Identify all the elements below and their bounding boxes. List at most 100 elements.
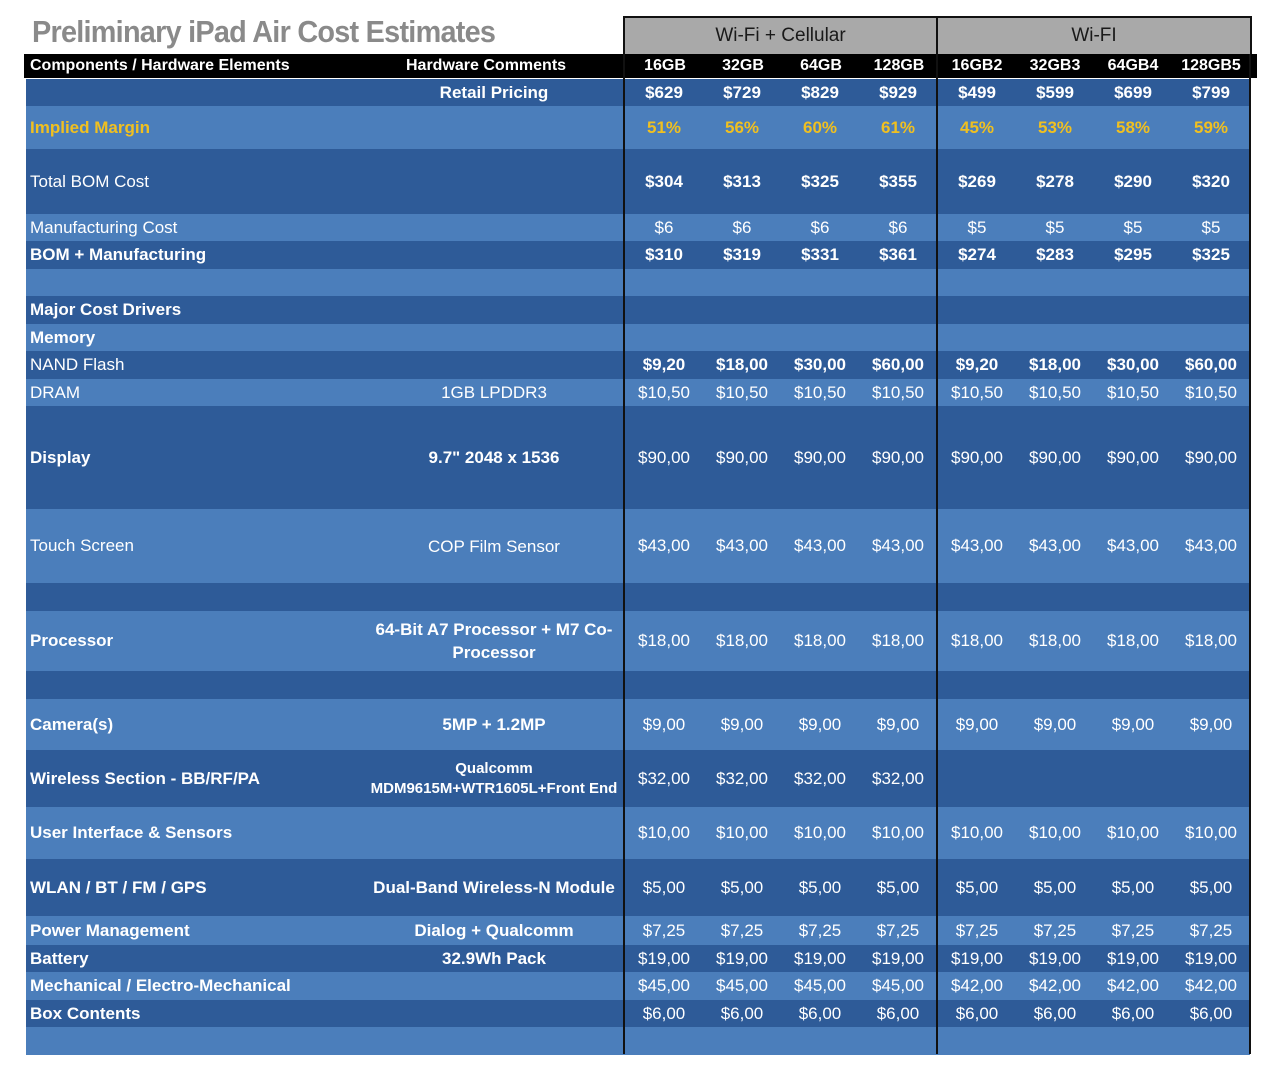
row-value-16gb: $10,00 [638, 823, 690, 842]
row-value-16gb: $6,00 [642, 1003, 686, 1023]
row-value-16gb2: $18,00 [951, 631, 1003, 650]
row-value-16gb2: $5 [967, 217, 987, 237]
table-row: Memory [26, 324, 1250, 351]
row-value-32gb3: $10,00 [1029, 823, 1081, 842]
row-value-64gb4: $7,25 [1111, 920, 1155, 940]
table-row: Wireless Section - BB/RF/PA Qualcomm MDM9… [26, 750, 1250, 807]
row-value-32gb: $32,00 [716, 768, 768, 788]
row-value-128gb: $7,25 [876, 920, 920, 940]
row-value-16gb2: $90,00 [951, 447, 1003, 467]
row-value-32gb: $6 [732, 217, 752, 237]
table-row [26, 269, 1250, 296]
row-value-16gb2: 45% [959, 117, 995, 137]
table-row: Battery 32.9Wh Pack $19,00 $19,00 $19,00 $19,… [26, 945, 1250, 972]
row-value-32gb [703, 296, 781, 324]
row-value-32gb [703, 269, 781, 296]
row-label [30, 79, 370, 106]
row-value-128gb5 [1172, 324, 1250, 351]
table-row: Camera(s) 5MP + 1.2MP $9,00 $9,00 $9,00 $9,00… [26, 699, 1250, 750]
row-value-32gb3 [1016, 296, 1094, 324]
row-value-64gb: $43,00 [794, 536, 846, 555]
header-col-128gb: 128GB [873, 57, 925, 74]
row-value-16gb2: $499 [958, 82, 996, 102]
row-value-64gb: $829 [801, 82, 839, 102]
row-value-16gb2: $43,00 [951, 536, 1003, 555]
row-value-128gb5 [1172, 671, 1250, 699]
row-value-32gb: $18,00 [716, 631, 768, 650]
row-value-64gb4 [1094, 1027, 1172, 1055]
row-value-128gb5: $320 [1192, 171, 1230, 191]
header-col-128gb5: 128GB5 [1181, 57, 1241, 74]
row-value-128gb: $5,00 [876, 877, 920, 897]
row-value-16gb: $304 [645, 171, 683, 191]
row-value-128gb: $929 [879, 82, 917, 102]
row-label: Mechanical / Electro-Mechanical [30, 976, 291, 995]
row-label: Memory [30, 327, 96, 347]
row-value-16gb2: $7,25 [955, 920, 999, 940]
row-value-64gb4: $5,00 [1111, 877, 1155, 897]
row-value-64gb: $32,00 [794, 768, 846, 788]
header-col-64gb: 64GB [800, 57, 842, 74]
row-value-16gb: $9,20 [642, 355, 686, 374]
table-row: Retail Pricing $629 $729 $829 $929 $499 $599 $6… [26, 79, 1250, 106]
row-value-32gb: 56% [724, 117, 760, 137]
row-value-16gb: $90,00 [638, 447, 690, 467]
header-col-64gb4: 64GB4 [1107, 57, 1159, 74]
row-value-16gb2: $9,20 [955, 355, 999, 374]
row-value-32gb: $90,00 [716, 447, 768, 467]
row-comment [366, 269, 622, 296]
row-label [30, 671, 370, 699]
table-row: WLAN / BT / FM / GPS Dual-Band Wireless-N… [26, 859, 1250, 916]
row-comment [366, 296, 622, 324]
row-value-128gb5 [1172, 583, 1250, 611]
row-value-64gb4: $290 [1114, 171, 1152, 191]
row-comment: 1GB LPDDR3 [441, 383, 547, 402]
row-value-16gb2 [938, 750, 1016, 807]
row-value-32gb3: $7,25 [1033, 920, 1077, 940]
row-value-32gb3: $278 [1036, 171, 1074, 191]
header-components: Components / Hardware Elements [30, 57, 290, 74]
row-value-16gb2: $269 [958, 171, 996, 191]
row-value-128gb5: $5,00 [1189, 877, 1233, 897]
header-col-16gb: 16GB [644, 57, 686, 74]
row-comment [366, 351, 622, 379]
table-row: Total BOM Cost $304 $313 $325 $355 $269 $278 $2… [26, 149, 1250, 214]
row-value-64gb4 [1094, 583, 1172, 611]
row-value-32gb: $19,00 [716, 948, 768, 968]
row-value-128gb5: $9,00 [1189, 714, 1233, 734]
row-comment: 64-Bit A7 Processor + M7 Co-Processor [375, 620, 613, 662]
table-row: Major Cost Drivers [26, 296, 1250, 324]
table-row: Implied Margin 51% 56% 60% 61% 45% 53% 58% 59% [26, 106, 1250, 149]
row-value-16gb: $310 [645, 245, 683, 264]
row-value-32gb: $5,00 [720, 877, 764, 897]
row-value-128gb5: 59% [1193, 117, 1229, 137]
table-row: Processor 64-Bit A7 Processor + M7 Co-Pro… [26, 611, 1250, 671]
row-value-128gb: $90,00 [872, 447, 924, 467]
row-value-128gb5: $90,00 [1185, 447, 1237, 467]
row-label: BOM + Manufacturing [30, 245, 207, 264]
row-value-128gb5 [1172, 750, 1250, 807]
row-value-32gb3 [1016, 324, 1094, 351]
row-comment [366, 671, 622, 699]
row-value-64gb: $18,00 [794, 631, 846, 650]
row-label: Display [30, 447, 91, 467]
row-value-128gb5: $5 [1201, 217, 1221, 237]
row-value-128gb5: $18,00 [1185, 631, 1237, 650]
row-value-16gb: $5,00 [642, 877, 686, 897]
row-value-128gb [859, 1027, 937, 1055]
row-value-32gb: $45,00 [716, 976, 768, 995]
header-col-16gb2: 16GB2 [951, 57, 1003, 74]
row-value-128gb5 [1172, 296, 1250, 324]
row-value-64gb: $30,00 [794, 355, 846, 374]
table-row: Box Contents $6,00 $6,00 $6,00 $6,00 $6,00 $6,… [26, 1000, 1250, 1027]
row-value-16gb: 51% [646, 117, 682, 137]
row-comment [366, 324, 622, 351]
table-row: Power Management Dialog + Qualcomm $7,25 $7… [26, 916, 1250, 945]
row-value-32gb3: $42,00 [1029, 976, 1081, 995]
table-row [26, 1027, 1250, 1055]
cost-table: Retail Pricing $629 $729 $829 $929 $499 $599 $6… [26, 79, 1250, 1055]
row-value-16gb [625, 296, 703, 324]
row-value-128gb: 61% [880, 117, 916, 137]
row-value-16gb [625, 269, 703, 296]
header-comments: Hardware Comments [406, 57, 567, 74]
